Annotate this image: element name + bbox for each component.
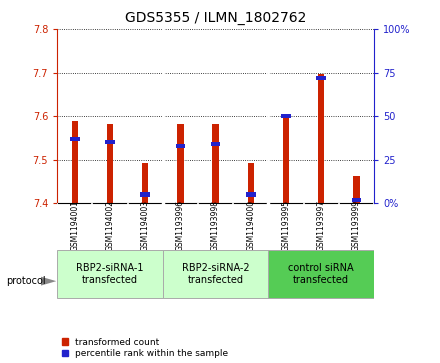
Bar [163, 250, 268, 298]
Text: GSM1193998: GSM1193998 [211, 200, 220, 250]
Text: GSM1193995: GSM1193995 [282, 200, 290, 250]
Bar [352, 197, 361, 202]
Bar [70, 136, 80, 141]
Text: protocol: protocol [7, 276, 46, 286]
Text: GSM1194003: GSM1194003 [141, 200, 150, 250]
Polygon shape [41, 277, 56, 286]
Bar [353, 176, 359, 203]
Text: GSM1194000: GSM1194000 [246, 200, 255, 250]
Bar [105, 140, 115, 144]
Bar [283, 116, 289, 203]
Bar [176, 144, 185, 148]
Text: RBP2-siRNA-1
transfected: RBP2-siRNA-1 transfected [76, 263, 144, 285]
Bar [248, 163, 254, 203]
Legend: transformed count, percentile rank within the sample: transformed count, percentile rank withi… [62, 338, 228, 359]
Text: GSM1193996: GSM1193996 [176, 200, 185, 250]
Bar [211, 142, 220, 146]
Text: control siRNA
transfected: control siRNA transfected [288, 263, 354, 285]
Text: GSM1194001: GSM1194001 [70, 200, 79, 250]
Text: GSM1194002: GSM1194002 [106, 200, 114, 250]
Bar [177, 125, 183, 203]
Title: GDS5355 / ILMN_1802762: GDS5355 / ILMN_1802762 [125, 11, 306, 25]
Bar [281, 114, 291, 118]
Bar [142, 163, 148, 203]
Bar [107, 124, 113, 203]
Bar [316, 76, 326, 80]
Bar [268, 250, 374, 298]
Text: GSM1193997: GSM1193997 [317, 200, 326, 250]
Bar [57, 250, 163, 298]
Text: RBP2-siRNA-2
transfected: RBP2-siRNA-2 transfected [182, 263, 249, 285]
Bar [140, 192, 150, 197]
Text: GSM1193999: GSM1193999 [352, 200, 361, 250]
Bar [72, 121, 78, 203]
Bar [213, 124, 219, 203]
Bar [318, 74, 324, 203]
Bar [246, 192, 256, 197]
